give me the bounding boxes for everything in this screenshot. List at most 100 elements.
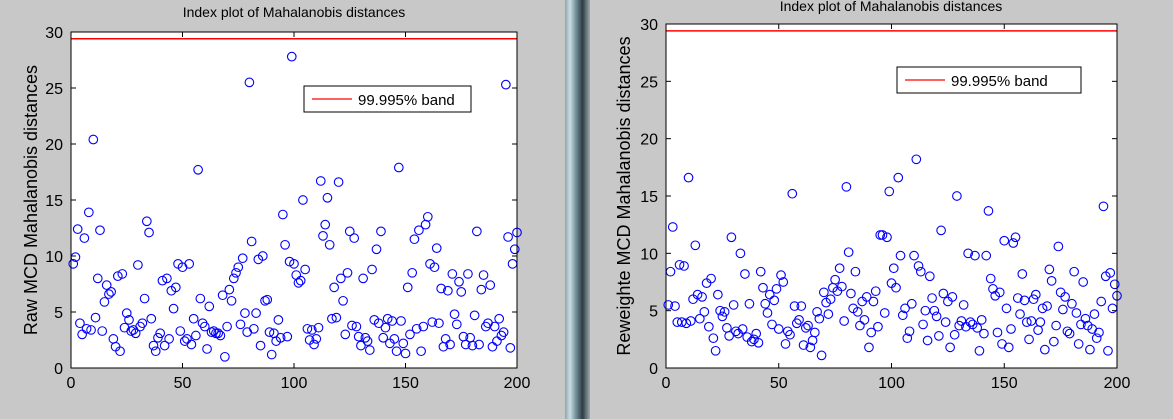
y-tick-label: 5 bbox=[54, 305, 63, 322]
data-point bbox=[92, 273, 103, 284]
data-point bbox=[952, 191, 962, 201]
data-point bbox=[737, 324, 748, 334]
data-point bbox=[306, 325, 317, 335]
data-point bbox=[447, 269, 458, 279]
data-point bbox=[1060, 292, 1070, 302]
data-point bbox=[884, 186, 895, 197]
data-point bbox=[456, 286, 467, 297]
data-point bbox=[850, 266, 861, 277]
data-point bbox=[697, 292, 707, 302]
data-point bbox=[106, 286, 116, 297]
axes-box bbox=[665, 23, 1118, 369]
data-point bbox=[257, 251, 268, 261]
data-point bbox=[1021, 317, 1032, 327]
data-point bbox=[1089, 309, 1100, 319]
chart-panel-2: Index plot of Mahalanobis distances Rewei… bbox=[614, 0, 1130, 392]
data-point bbox=[463, 269, 473, 279]
data-point bbox=[1026, 316, 1037, 326]
data-point bbox=[282, 331, 293, 342]
data-point bbox=[931, 311, 942, 322]
data-point bbox=[329, 282, 339, 293]
data-point bbox=[429, 262, 440, 273]
data-point bbox=[333, 177, 344, 187]
data-point bbox=[983, 206, 994, 216]
data-point bbox=[1078, 277, 1089, 287]
y-tick-label: 30 bbox=[640, 17, 658, 34]
data-point bbox=[776, 270, 786, 280]
data-point bbox=[715, 305, 725, 316]
data-point bbox=[974, 345, 985, 356]
y-tick-label: 20 bbox=[640, 132, 658, 149]
legend-label: 99.995% band bbox=[951, 73, 1048, 90]
data-point bbox=[918, 319, 928, 330]
axes-box bbox=[70, 31, 518, 369]
x-tick-label: 0 bbox=[662, 375, 671, 392]
data-point bbox=[1028, 294, 1039, 305]
data-point bbox=[451, 319, 462, 330]
data-point bbox=[318, 230, 328, 241]
data-point bbox=[150, 346, 161, 357]
data-point bbox=[382, 313, 393, 324]
data-point bbox=[275, 332, 286, 343]
data-point bbox=[879, 308, 890, 318]
data-point bbox=[498, 327, 509, 338]
data-point bbox=[780, 339, 791, 349]
data-point bbox=[295, 275, 306, 286]
data-point bbox=[133, 260, 143, 270]
data-point bbox=[798, 340, 809, 350]
y-tick-label: 10 bbox=[45, 249, 63, 266]
data-point bbox=[260, 295, 270, 306]
data-point bbox=[407, 267, 418, 278]
data-point bbox=[1053, 241, 1064, 252]
data-point bbox=[1069, 266, 1080, 277]
data-point bbox=[204, 301, 215, 312]
data-point bbox=[1049, 336, 1059, 347]
data-point bbox=[83, 207, 94, 218]
data-point bbox=[864, 342, 874, 353]
data-point bbox=[1010, 232, 1021, 243]
data-point bbox=[800, 323, 811, 333]
data-point bbox=[868, 296, 879, 307]
data-point bbox=[405, 329, 415, 340]
data-point bbox=[954, 320, 965, 331]
data-point bbox=[1062, 326, 1073, 337]
data-point bbox=[104, 289, 114, 299]
data-point bbox=[924, 271, 935, 282]
data-point bbox=[1085, 344, 1095, 355]
data-point bbox=[213, 328, 224, 339]
data-point bbox=[1017, 269, 1028, 279]
data-point bbox=[870, 286, 881, 297]
data-point bbox=[356, 340, 366, 351]
data-point bbox=[852, 306, 863, 317]
x-tick-label: 50 bbox=[174, 375, 192, 392]
x-tick-label: 100 bbox=[281, 375, 308, 392]
data-point bbox=[469, 310, 480, 321]
data-point bbox=[351, 321, 362, 332]
data-point bbox=[744, 298, 755, 309]
data-point bbox=[278, 209, 288, 220]
data-point bbox=[972, 323, 983, 333]
data-point bbox=[233, 262, 244, 273]
x-tick-label: 50 bbox=[770, 375, 788, 392]
data-point bbox=[1019, 295, 1030, 306]
chart-title: Index plot of Mahalanobis distances bbox=[780, 0, 1003, 14]
data-point bbox=[900, 303, 910, 314]
data-point bbox=[692, 289, 703, 300]
data-point bbox=[262, 294, 273, 305]
data-point bbox=[159, 340, 170, 351]
x-tick-label: 200 bbox=[1104, 375, 1131, 392]
data-point bbox=[367, 264, 377, 275]
data-point bbox=[416, 346, 426, 357]
data-point bbox=[719, 306, 730, 317]
data-point bbox=[398, 338, 409, 349]
data-point bbox=[830, 274, 840, 285]
plot-area bbox=[71, 32, 517, 368]
data-point bbox=[141, 216, 152, 227]
data-point bbox=[893, 172, 904, 183]
data-point bbox=[1098, 201, 1109, 212]
data-point bbox=[505, 342, 516, 353]
data-point bbox=[1091, 333, 1102, 344]
window-frame-divider bbox=[565, 0, 590, 419]
y-tick-label: 25 bbox=[45, 81, 63, 98]
data-point bbox=[740, 269, 750, 279]
